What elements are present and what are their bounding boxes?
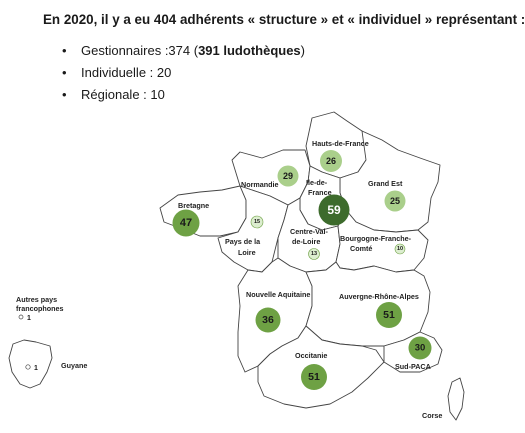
- stat-regionale: Régionale : 10: [62, 84, 305, 106]
- count-auvergne-rhone-alpes: 51: [383, 309, 395, 321]
- bubble-bretagne: [172, 209, 200, 237]
- label-auvergne-rhone-alpes: Auvergne-Rhône-Alpes: [339, 292, 419, 301]
- count-sud-paca: 30: [415, 343, 426, 354]
- region-bretagne: [159, 185, 247, 237]
- label-nouvelle-aquitaine: Nouvelle Aquitaine: [246, 290, 310, 299]
- label-centre-val-de-loire-2: de-Loire: [292, 237, 320, 246]
- region-corse: [447, 377, 465, 421]
- label-autres-pays-2: francophones: [16, 304, 64, 313]
- stats-list: Gestionnaires :374 (391 ludothèques) Ind…: [62, 40, 305, 106]
- count-autres-pays: 1: [27, 315, 31, 322]
- label-pays-de-la-loire-1: Pays de la: [225, 237, 261, 246]
- count-guyane: 1: [34, 365, 38, 372]
- label-normandie: Normandie: [241, 180, 279, 189]
- bubble-bourgogne-franche-comte: [394, 243, 406, 255]
- bubble-auvergne-rhone-alpes: [376, 302, 402, 328]
- stat-gestionnaires-close: ): [300, 43, 305, 58]
- label-layer: Hauts-de-France Normandie Ile-de- France…: [16, 139, 442, 420]
- bubble-centre-val-de-loire: [308, 248, 320, 260]
- bubble-occitanie: [301, 364, 327, 390]
- stat-gestionnaires-label: Gestionnaires :374 (: [81, 43, 199, 58]
- stat-individuelle: Individuelle : 20: [62, 62, 305, 84]
- bubble-guyane: [25, 364, 31, 370]
- count-bourgogne-franche-comte: 10: [397, 246, 403, 252]
- bubble-normandie: [277, 165, 299, 187]
- bubble-ile-de-france: [318, 194, 350, 226]
- count-pays-de-la-loire: 15: [254, 219, 260, 225]
- label-bourgogne-franche-comte-1: Bourgogne-Franche-: [340, 234, 412, 243]
- count-normandie: 29: [283, 171, 293, 181]
- label-sud-paca: Sud-PACA: [395, 362, 431, 371]
- label-bretagne: Bretagne: [178, 201, 209, 210]
- bubble-nouvelle-aquitaine: [255, 307, 281, 333]
- bubble-sud-paca: [408, 336, 432, 360]
- count-nouvelle-aquitaine: 36: [262, 314, 274, 326]
- count-bretagne: 47: [180, 217, 192, 229]
- count-occitanie: 51: [308, 371, 320, 383]
- label-autres-pays-1: Autres pays: [16, 295, 57, 304]
- label-hauts-de-france: Hauts-de-France: [312, 139, 369, 148]
- label-bourgogne-franche-comte-2: Comté: [350, 244, 372, 253]
- stat-ludotheques: 391 ludothèques: [198, 43, 301, 58]
- label-occitanie: Occitanie: [295, 351, 327, 360]
- label-pays-de-la-loire-2: Loire: [238, 248, 256, 257]
- label-centre-val-de-loire-1: Centre-Val-: [290, 227, 329, 236]
- bubble-autres-pays: [18, 314, 24, 320]
- stat-gestionnaires: Gestionnaires :374 (391 ludothèques): [62, 40, 305, 62]
- bubble-layer: 26 29 25 59 47 15 13 10 36 51 51 30 1 1: [18, 150, 432, 390]
- bubble-hauts-de-france: [320, 150, 342, 172]
- count-ile-de-france: 59: [327, 203, 341, 217]
- region-guyane: [8, 339, 53, 389]
- label-grand-est: Grand Est: [368, 179, 403, 188]
- label-guyane: Guyane: [61, 361, 87, 370]
- page-title: En 2020, il y a eu 404 adhérents « struc…: [43, 12, 525, 27]
- label-ile-de-france-1: Ile-de-: [306, 178, 328, 187]
- region-auvergne-rhone-alpes: [305, 261, 431, 347]
- count-grand-est: 25: [390, 196, 400, 206]
- count-hauts-de-france: 26: [326, 156, 336, 166]
- bubble-pays-de-la-loire: [250, 215, 264, 229]
- label-ile-de-france-2: France: [308, 188, 332, 197]
- bubble-grand-est: [384, 190, 406, 212]
- label-corse: Corse: [422, 411, 442, 420]
- count-centre-val-de-loire: 13: [311, 251, 317, 257]
